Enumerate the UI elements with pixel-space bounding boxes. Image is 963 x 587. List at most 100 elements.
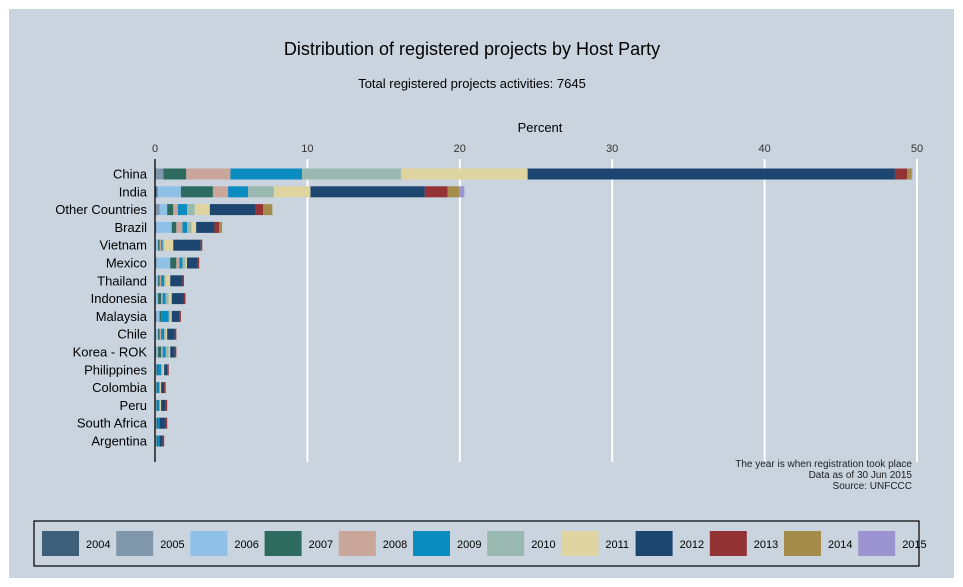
category-label: Indonesia [91,291,148,306]
bar-segment-2006 [155,435,157,447]
bar-segment-2014 [263,204,273,216]
bar-segment-2010 [165,346,169,358]
bar-segment-2010 [164,328,166,340]
legend-label-2007: 2007 [309,539,333,551]
chart-title: Distribution of registered projects by H… [284,39,660,59]
bar-segment-2009 [179,257,183,269]
legend-swatch-2005 [116,531,154,556]
bar-segment-2011 [168,346,171,358]
bar-segment-2012 [159,435,163,447]
category-label: South Africa [77,416,148,431]
bar-segment-2007 [163,168,187,180]
bar-segment-2012 [167,328,175,340]
category-label: Peru [120,398,147,413]
bar-segment-2013 [200,239,203,251]
bar-segment-2013 [179,310,181,322]
bar-segment-2008 [186,168,231,180]
note-data-date: Data as of 30 Jun 2015 [809,470,913,481]
category-label: Brazil [114,220,147,235]
chart-canvas: Distribution of registered projects by H… [33,39,927,567]
legend-label-2008: 2008 [383,539,407,551]
legend-swatch-2004 [42,531,79,556]
legend-swatch-2006 [190,531,228,556]
legend-label-2012: 2012 [680,539,704,551]
bar-segment-2005 [155,221,157,233]
bar-segment-2012 [164,364,168,376]
bar-segment-2007 [158,239,160,251]
category-label: Philippines [84,362,147,377]
bar-segment-2009 [158,417,160,429]
bar-segment-2011 [159,399,162,411]
legend-swatch-2011 [561,531,599,556]
bar-segment-2006 [159,204,168,216]
note-source: Source: UNFCCC [833,481,912,492]
bar-segment-2013 [424,186,448,198]
bar-segment-2010 [302,168,402,180]
bar-segment-2012 [209,204,256,216]
bar-segment-2007 [158,275,160,287]
bar-segment-2005 [156,186,159,198]
bar-segment-2009 [230,168,303,180]
bar-segment-2012 [170,275,183,287]
category-label: Chile [117,327,147,342]
bar-segment-2007 [158,293,162,305]
bar-segment-2009 [158,382,160,394]
bar-segment-2005 [155,204,160,216]
legend-label-2015: 2015 [902,539,926,551]
bar-segment-2011 [164,239,174,251]
bar-segment-2010 [164,275,166,287]
bar-segment-2010 [182,257,186,269]
bar-segment-2010 [187,221,192,233]
bar-segment-2013 [255,204,264,216]
bar-segment-2007 [180,186,213,198]
bar-segment-2007 [158,346,162,358]
bar-segment-2012 [171,293,184,305]
category-labels: China India Other Countries Brazil Vietnam Me… [55,167,148,449]
bar-segment-2013 [214,221,220,233]
bar-segment-2009 [158,435,160,447]
bar-segment-2006 [155,417,157,429]
bar-segment-2006 [155,382,157,394]
bar-segment-2008 [159,239,162,251]
bar-segment-2012 [159,417,166,429]
category-label: Vietnam [100,238,147,253]
bar-segment-2006 [155,364,157,376]
legend-box [33,520,920,567]
x-tick-label: 20 [454,143,466,155]
bar-segment-2013 [164,382,166,394]
legend-swatch-2010 [487,531,525,556]
bar-segment-2011 [162,364,165,376]
bar-segment-2007 [171,221,177,233]
legend-swatch-2008 [338,531,376,556]
bar-segment-2008 [161,346,163,358]
bars [155,168,913,447]
bar-segment-2009 [161,239,163,251]
bar-segment-2005 [155,168,164,180]
bar-segment-2012 [170,346,175,358]
bar-segment-2010 [161,364,163,376]
bar-segment-2011 [185,257,188,269]
bar-segment-2006 [156,310,160,322]
bar-segment-2015 [911,168,913,180]
chart-panel: Distribution of registered projects by H… [9,9,954,578]
bar-segment-2009 [158,399,160,411]
bar-segment-2009 [158,364,162,376]
x-tick-label: 40 [758,143,770,155]
bar-segment-2014 [447,186,460,198]
bar-segment-2011 [168,293,172,305]
bar-segment-2013 [165,399,168,411]
bar-segment-2007 [170,257,177,269]
gridlines [306,159,918,462]
bar-segment-2011 [170,310,172,322]
bar-segment-2004 [155,186,157,198]
bar-segment-2005 [155,310,157,322]
bar-segment-2012 [527,168,895,180]
legend-label-2014: 2014 [828,539,852,551]
chart-subtitle: Total registered projects activities: 76… [358,76,586,91]
bar-segment-2008 [173,204,178,216]
legend-swatch-2009 [413,531,450,556]
category-label: Argentina [91,434,147,449]
bar-segment-2015 [459,186,465,198]
bar-segment-2011 [159,382,162,394]
bar-segment-2009 [161,328,165,340]
